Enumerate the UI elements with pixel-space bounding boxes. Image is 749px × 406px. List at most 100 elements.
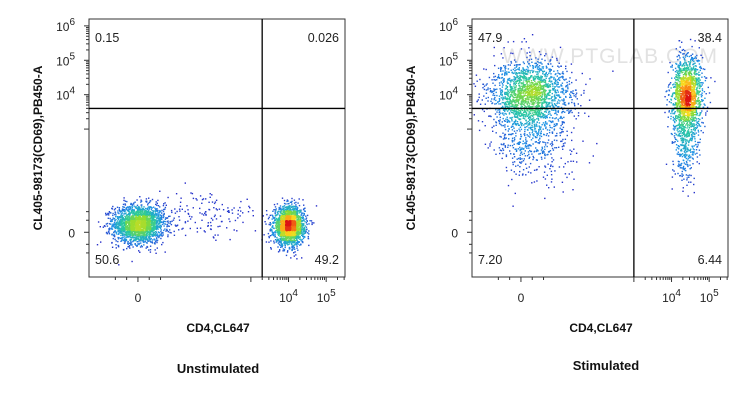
y-axis-title: CL405-98173(CD69),PB450-A — [31, 65, 45, 230]
event-dot — [130, 240, 132, 243]
event-dot — [299, 232, 302, 234]
event-dot — [131, 233, 133, 236]
event-dot — [685, 53, 688, 56]
event-dot — [291, 222, 293, 224]
event-dot — [287, 211, 289, 213]
event-dot — [118, 232, 120, 234]
event-dot — [575, 94, 577, 96]
event-dot — [308, 244, 310, 247]
event-dot — [128, 245, 131, 247]
event-dot — [522, 169, 525, 171]
event-dot — [293, 242, 296, 244]
event-dot — [135, 207, 138, 210]
event-dot — [553, 125, 555, 128]
event-dot — [510, 153, 512, 155]
event-dot — [148, 226, 150, 228]
event-dot — [573, 102, 575, 104]
event-dot — [139, 216, 141, 219]
event-dot — [284, 246, 286, 249]
event-dot — [296, 229, 298, 232]
event-dot — [297, 202, 299, 204]
event-dot — [559, 132, 561, 134]
event-dot — [153, 234, 156, 237]
event-dot — [285, 236, 287, 238]
event-dot — [281, 208, 284, 211]
event-dot — [279, 210, 281, 213]
event-dot — [556, 123, 558, 125]
event-dot — [125, 225, 127, 227]
event-dot — [573, 115, 575, 117]
event-dot — [563, 121, 565, 123]
event-dot — [166, 217, 169, 219]
event-dot — [287, 205, 290, 207]
event-dot — [285, 242, 287, 244]
event-dot — [110, 219, 112, 221]
event-dot — [681, 175, 683, 178]
event-dot — [507, 184, 510, 187]
event-dot — [174, 208, 176, 210]
event-dot — [666, 90, 668, 92]
event-dot — [677, 172, 679, 175]
event-dot — [290, 239, 293, 242]
event-dot — [174, 212, 177, 214]
event-dot — [299, 220, 301, 222]
event-dot — [129, 233, 131, 235]
event-dot — [282, 232, 284, 235]
event-dot — [280, 234, 282, 237]
event-dot — [589, 78, 591, 80]
event-dot — [298, 234, 300, 236]
event-dot — [710, 77, 712, 79]
event-dot — [135, 231, 138, 233]
event-dot — [276, 236, 278, 239]
event-dot — [696, 152, 698, 154]
event-dot — [583, 92, 585, 94]
event-dot — [668, 94, 670, 96]
event-dot — [148, 220, 151, 222]
event-dot — [274, 222, 276, 224]
event-dot — [283, 224, 285, 227]
event-dot — [568, 173, 570, 175]
event-dot — [178, 229, 180, 231]
event-dot — [132, 232, 134, 235]
event-dot — [566, 134, 568, 137]
event-dot — [122, 216, 124, 219]
event-dot — [538, 153, 540, 155]
event-dot — [153, 229, 155, 231]
event-dot — [546, 174, 548, 176]
event-dot — [302, 223, 305, 226]
event-dot — [501, 121, 503, 123]
event-dot — [167, 196, 169, 199]
event-dot — [571, 81, 573, 84]
event-dot — [284, 232, 286, 234]
event-dot — [282, 229, 285, 231]
event-dot — [296, 209, 298, 211]
event-dot — [149, 240, 152, 243]
event-dot — [686, 52, 689, 55]
event-dot — [161, 218, 163, 221]
event-dot — [304, 232, 306, 234]
event-dot — [285, 203, 287, 205]
event-dot — [273, 234, 275, 237]
event-dot — [289, 229, 291, 231]
event-dot — [280, 240, 282, 242]
event-dot — [287, 239, 289, 242]
event-dot — [130, 244, 132, 246]
event-dot — [146, 227, 148, 230]
event-dot — [300, 234, 303, 236]
event-dot — [130, 207, 132, 209]
event-dot — [519, 161, 521, 164]
event-dot — [248, 205, 250, 208]
event-dot — [481, 108, 484, 111]
event-dot — [509, 150, 511, 152]
event-dot — [561, 117, 563, 120]
event-dot — [149, 245, 152, 247]
event-dot — [676, 55, 678, 58]
event-dot — [525, 163, 527, 165]
event-dot — [162, 210, 165, 213]
event-dot — [478, 129, 481, 132]
event-dot — [122, 222, 124, 225]
event-dot — [135, 236, 138, 238]
x-tick-exponent: 5 — [330, 288, 336, 299]
event-dot — [493, 55, 495, 57]
event-dot — [120, 224, 122, 226]
